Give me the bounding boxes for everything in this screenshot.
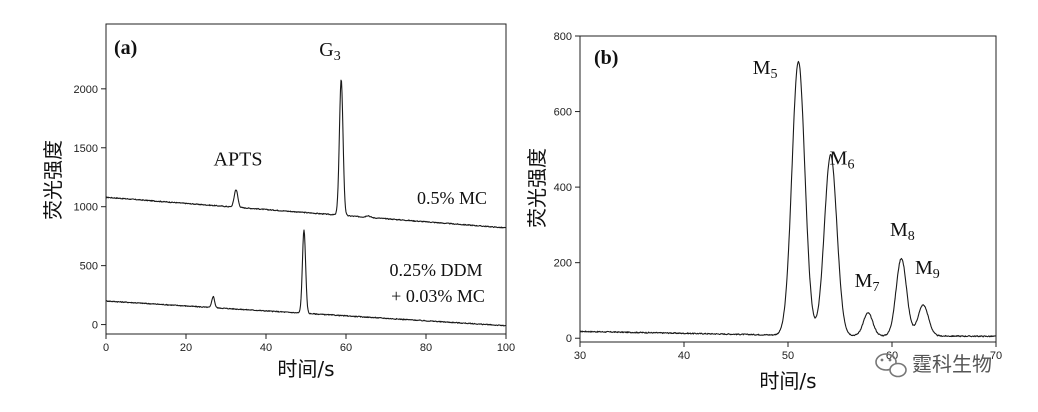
panel-b-x-title: 时间/s — [759, 369, 816, 393]
series-label-mc: + 0.03% MC — [391, 286, 485, 306]
panel-b-y-tick-label-0: 0 — [566, 333, 572, 345]
panel-b-x-tick-label-70: 70 — [990, 350, 1002, 362]
wechat-icon — [875, 353, 907, 378]
panel-b-peak-label-1: M5 — [753, 57, 778, 82]
panel-b-x-tick-label-50: 50 — [782, 350, 794, 362]
panel-b-x-tick-label-40: 40 — [678, 350, 690, 362]
panel-b-peak-label-4: M8 — [890, 219, 915, 244]
panel-a-y-tick-label-2000: 2000 — [74, 84, 98, 96]
panel-b-y-tick-label-800: 800 — [554, 31, 572, 43]
panel-b-peak-label-3: M7 — [855, 270, 880, 295]
panel-b-frame — [579, 35, 997, 343]
panel-a-y-tick-label-500: 500 — [80, 261, 98, 273]
panel-b: (b) 时间/s 荧光强度 30 40 50 60 700200400600800M5M… — [525, 31, 1002, 393]
panel-a-frame — [105, 23, 507, 335]
panel-a-x-tick-label-20: 20 — [180, 342, 192, 354]
series-label-0-5-mc: 0.5% MC — [417, 188, 487, 208]
panel-a-peak-label-2: G3 — [319, 39, 340, 64]
panel-b-y-tick-label-400: 400 — [554, 182, 572, 194]
panel-a-x-tick-label-40: 40 — [260, 342, 272, 354]
panel-a-x-tick-label-0: 0 — [103, 342, 109, 354]
panel-a: (a) 时间/s 荧光强度 0.5% MC 0.25% DDM + 0.03% … — [41, 23, 515, 381]
panel-a-trace-1 — [105, 79, 507, 229]
panel-a-y-title: 荧光强度 — [41, 140, 65, 220]
panel-b-y-tick-label-200: 200 — [554, 258, 572, 270]
panel-a-x-title: 时间/s — [277, 357, 334, 381]
panel-b-y-title: 荧光强度 — [525, 148, 549, 228]
panel-a-x-tick-label-100: 100 — [497, 342, 515, 354]
panel-b-peak-label-2: M6 — [830, 147, 855, 172]
panel-a-trace-2 — [105, 229, 507, 327]
panel-b-trace-1 — [579, 60, 997, 338]
watermark-text: 霆科生物 — [912, 352, 992, 376]
panel-b-label: (b) — [594, 47, 618, 69]
panel-a-y-tick-label-1500: 1500 — [74, 143, 98, 155]
panel-a-y-tick-label-1000: 1000 — [74, 202, 98, 214]
panel-a-peak-label-1: APTS — [214, 148, 263, 170]
series-label-ddm: 0.25% DDM — [390, 260, 483, 280]
panel-b-x-tick-label-30: 30 — [574, 350, 586, 362]
panel-a-y-tick-label-0: 0 — [92, 320, 98, 332]
watermark: 霆科生物 — [875, 352, 992, 378]
panel-b-peak-label-5: M9 — [915, 257, 940, 282]
panel-b-y-tick-label-600: 600 — [554, 107, 572, 119]
panel-a-x-tick-label-80: 80 — [420, 342, 432, 354]
panel-a-x-tick-label-60: 60 — [340, 342, 352, 354]
panel-a-label: (a) — [114, 37, 137, 59]
